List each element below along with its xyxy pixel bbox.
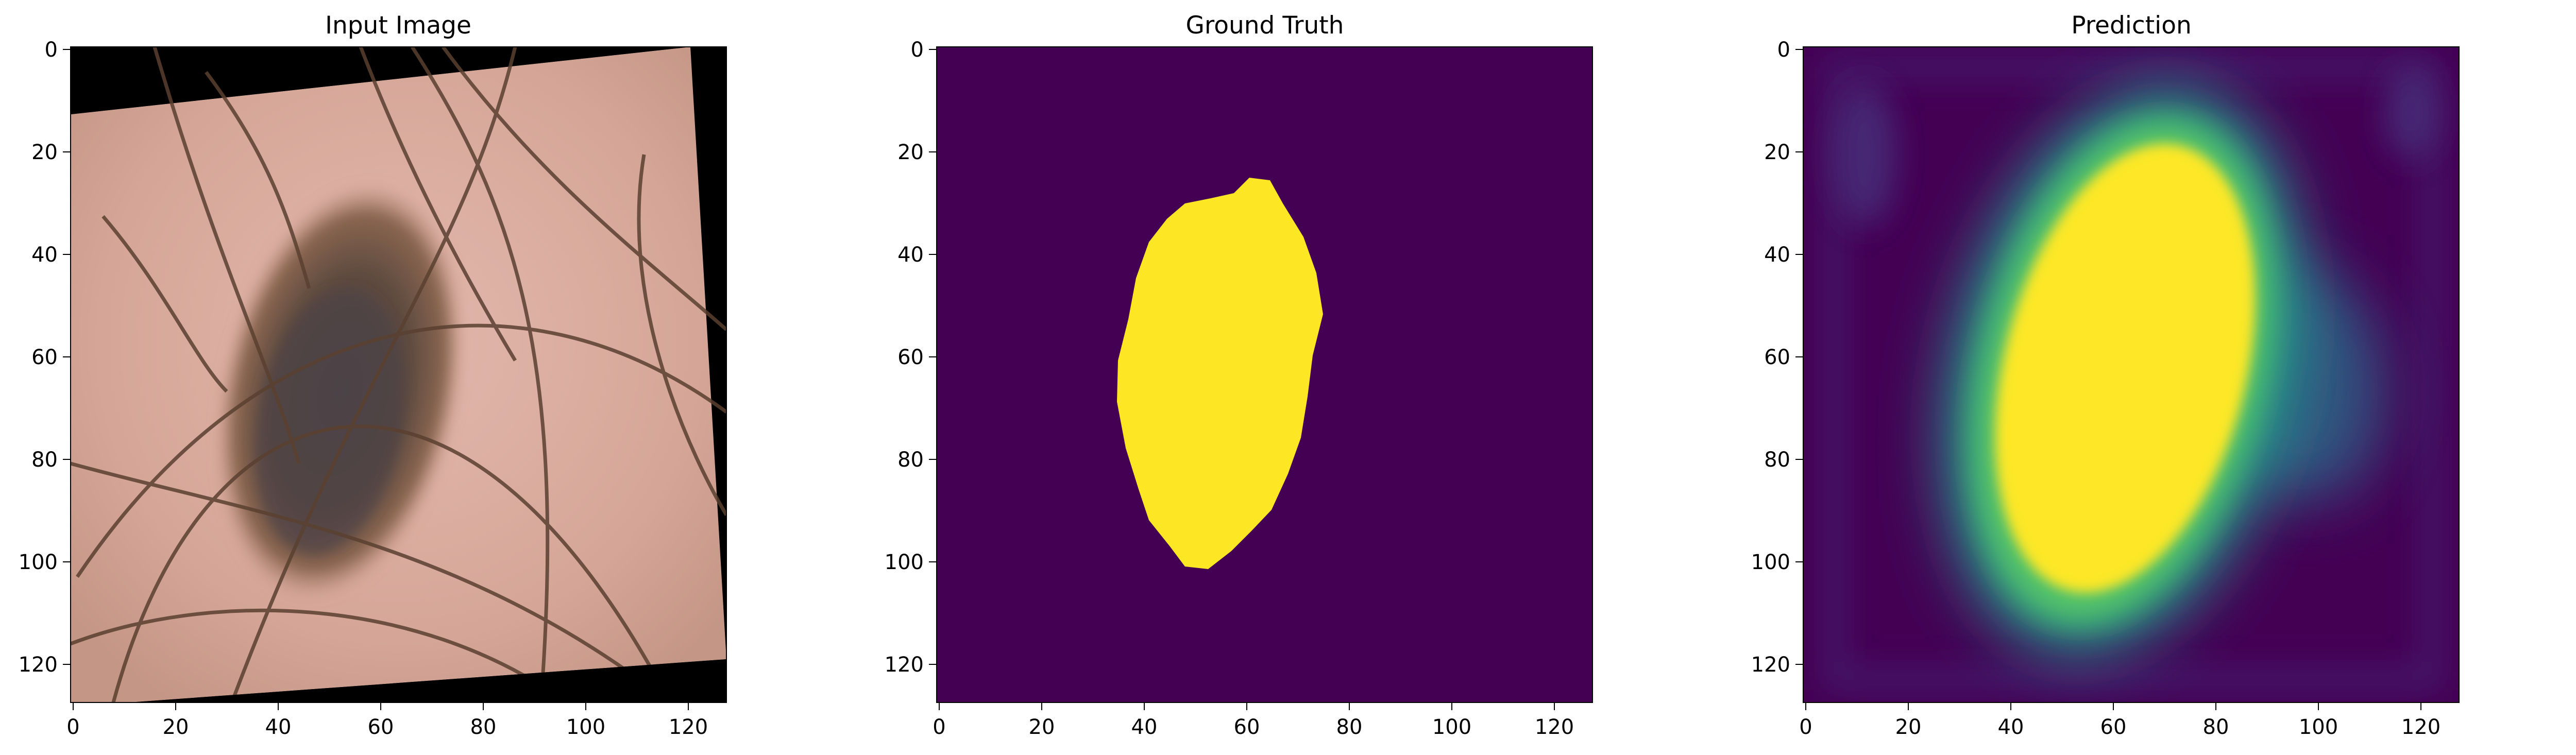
y-tick-label: 100	[1751, 551, 1790, 574]
x-tick-label: 60	[368, 715, 394, 739]
axes-frame-ground-truth	[936, 46, 1593, 703]
x-tick-label: 120	[669, 715, 708, 739]
x-tick-label: 80	[470, 715, 497, 739]
y-axis-ticks-prediction: 0 20 40 60 80 100 120	[1751, 38, 1803, 677]
y-tick-label: 60	[1764, 346, 1790, 369]
y-tick-label: 40	[31, 243, 58, 267]
x-tick-label: 20	[1029, 715, 1055, 739]
x-tick-label: 40	[1131, 715, 1158, 739]
y-tick-label: 40	[897, 243, 924, 267]
x-tick-label: 100	[566, 715, 605, 739]
x-tick-label: 40	[1998, 715, 2024, 739]
x-axis-ticks-input: 0 20 40 60 80 100 120	[66, 702, 708, 739]
y-tick-label: 20	[31, 141, 58, 164]
y-tick-label: 120	[19, 653, 58, 677]
y-tick-label: 120	[1751, 653, 1790, 677]
axes-frame-prediction	[1803, 46, 2460, 703]
y-tick-label: 100	[885, 551, 924, 574]
y-tick-label: 0	[1777, 38, 1790, 62]
y-tick-label: 20	[1764, 141, 1790, 164]
y-tick-label: 60	[897, 346, 924, 369]
predicted-lesion-core	[1995, 144, 2256, 593]
x-tick-label: 100	[1432, 715, 1471, 739]
y-tick-label: 80	[31, 448, 58, 472]
axes-frame-input	[70, 46, 727, 703]
x-tick-label: 0	[66, 715, 79, 739]
panel-title-ground-truth: Ground Truth	[1186, 11, 1344, 40]
y-tick-label: 80	[1764, 448, 1790, 472]
y-tick-label: 20	[897, 141, 924, 164]
y-tick-label: 0	[45, 38, 58, 62]
y-axis-ticks-input: 0 20 40 60 80 100 120	[19, 38, 71, 677]
x-tick-label: 100	[2299, 715, 2338, 739]
y-tick-label: 120	[885, 653, 924, 677]
y-tick-label: 100	[19, 551, 58, 574]
y-tick-label: 0	[911, 38, 924, 62]
x-tick-label: 120	[2401, 715, 2441, 739]
x-tick-label: 40	[265, 715, 292, 739]
x-tick-label: 80	[1336, 715, 1363, 739]
y-tick-label: 80	[897, 448, 924, 472]
x-axis-ticks-prediction: 0 20 40 60 80 100 120	[1799, 702, 2441, 739]
x-tick-label: 80	[2203, 715, 2229, 739]
panel-title-input: Input Image	[325, 11, 471, 40]
panel-ground-truth: Ground Truth 0 20 40 60 80 100 120	[885, 11, 1593, 739]
panel-input-image: Input Image	[19, 11, 727, 739]
y-axis-ticks-ground-truth: 0 20 40 60 80 100 120	[885, 38, 937, 677]
panel-title-prediction: Prediction	[2071, 11, 2192, 40]
ground-truth-mask	[937, 47, 1592, 702]
prediction-heatmap	[1803, 47, 2459, 702]
x-tick-label: 120	[1535, 715, 1574, 739]
panel-prediction: Prediction 0 20 40 60	[1751, 11, 2460, 739]
x-tick-label: 60	[1234, 715, 1260, 739]
input-image	[71, 47, 726, 702]
x-tick-label: 0	[1799, 715, 1812, 739]
x-tick-label: 20	[1895, 715, 1922, 739]
x-tick-label: 20	[163, 715, 189, 739]
x-axis-ticks-ground-truth: 0 20 40 60 80 100 120	[933, 702, 1574, 739]
lesion-mask-region	[1117, 178, 1323, 569]
y-tick-label: 60	[31, 346, 58, 369]
x-tick-label: 60	[2100, 715, 2127, 739]
y-tick-label: 40	[1764, 243, 1790, 267]
x-tick-label: 0	[933, 715, 945, 739]
